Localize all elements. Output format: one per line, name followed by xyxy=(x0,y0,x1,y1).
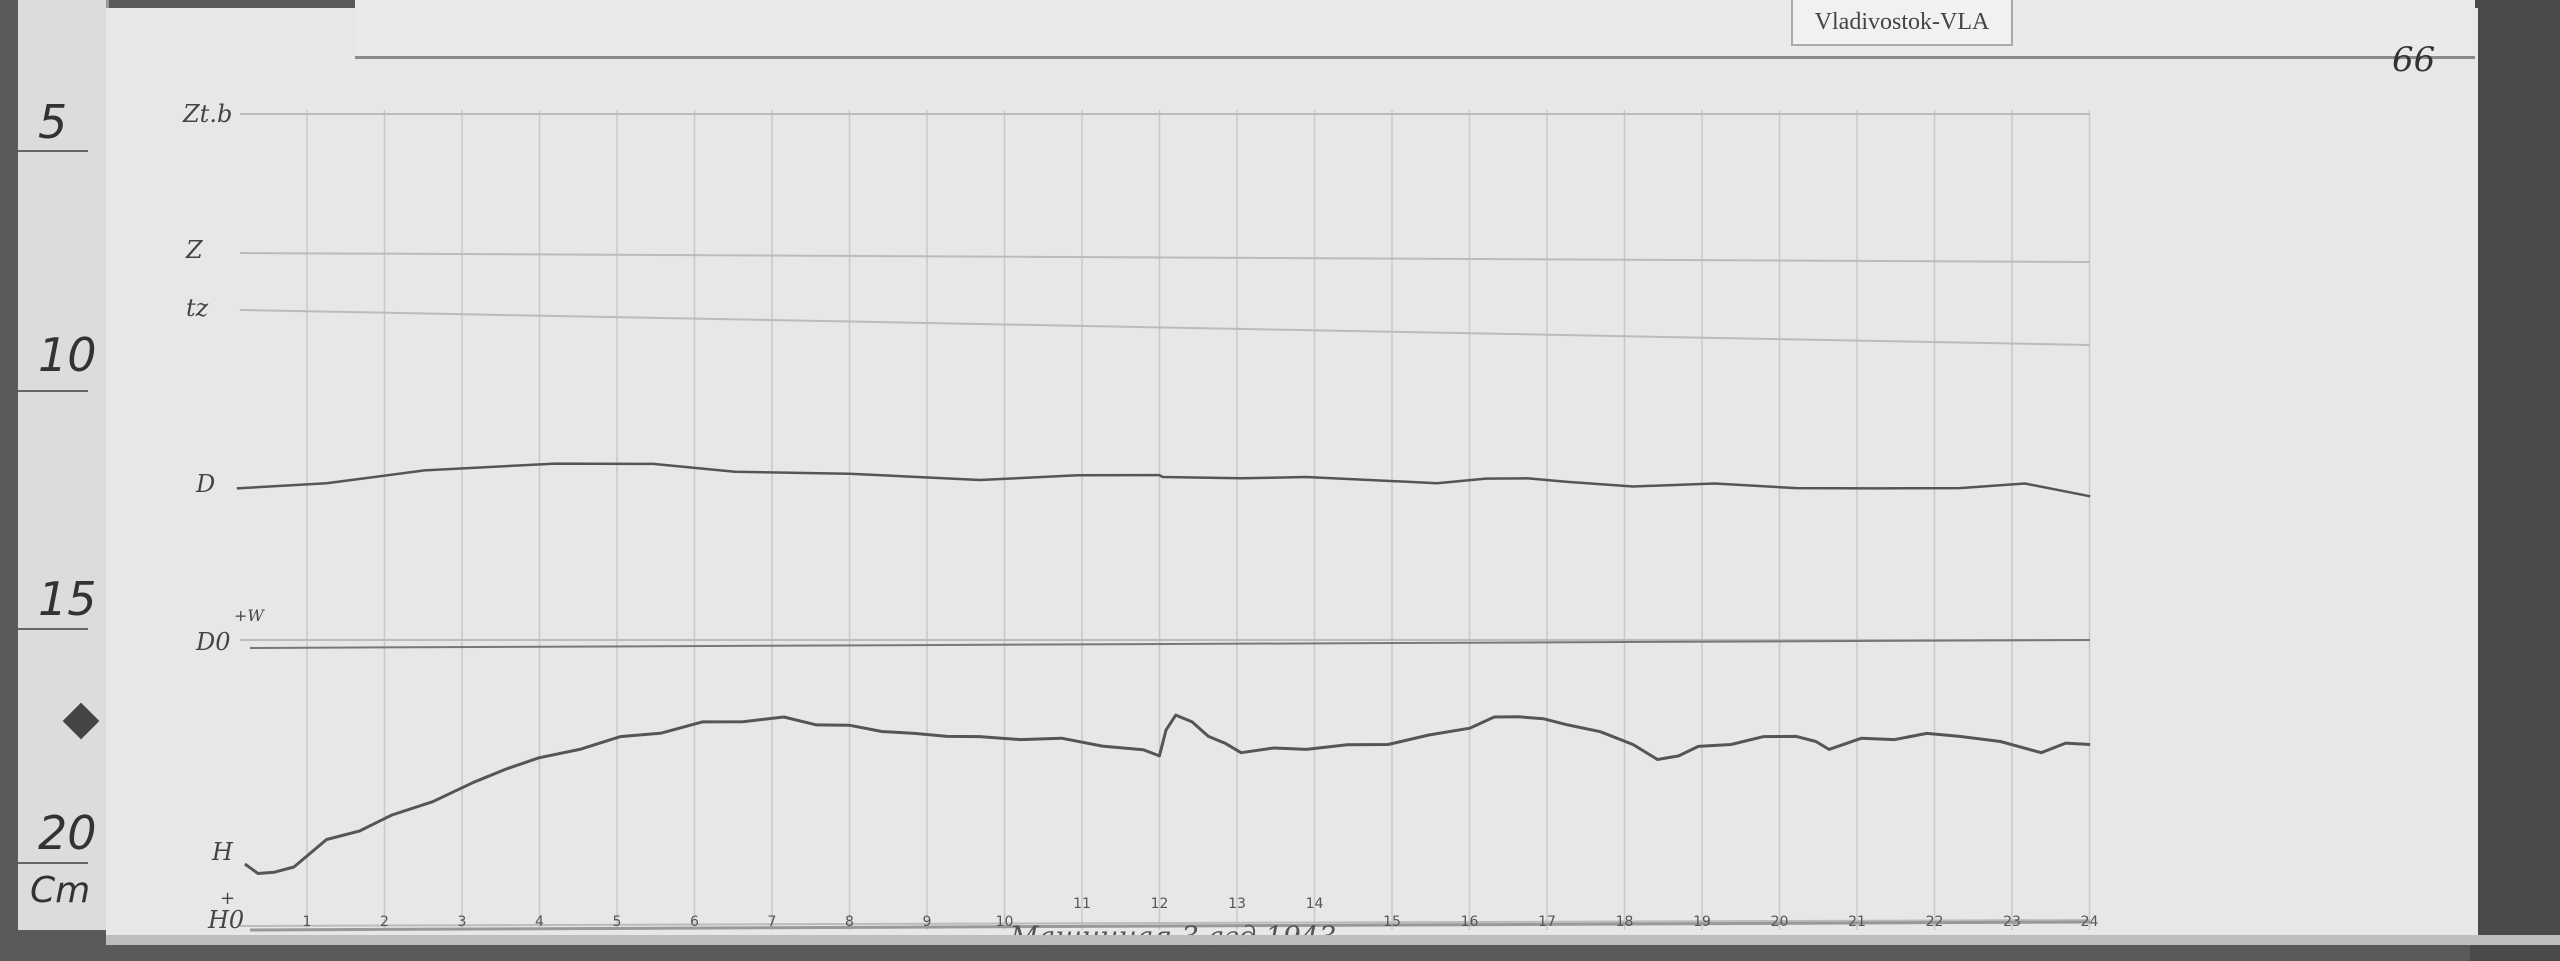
hour-label: 8 xyxy=(845,914,854,930)
ruler-tick xyxy=(18,628,88,630)
hour-label: 19 xyxy=(1693,914,1711,930)
hour-label: 3 xyxy=(457,914,467,930)
hour-label: 12 xyxy=(1150,896,1169,912)
hour-label: 17 xyxy=(1538,914,1556,930)
label-h-baseline: tz xyxy=(186,294,209,322)
hour-label: 15 xyxy=(1383,914,1401,930)
bottom-edge xyxy=(106,935,2560,945)
hour-label: 18 xyxy=(1615,914,1634,930)
hour-label: 9 xyxy=(922,914,932,930)
hour-label: 4 xyxy=(535,914,544,930)
background xyxy=(2470,0,2560,961)
d-trace xyxy=(236,462,2091,498)
label-d: D xyxy=(196,470,216,498)
baseline xyxy=(239,252,2091,263)
label-h0: H0 xyxy=(208,906,245,934)
hour-label: 10 xyxy=(995,914,1014,930)
baseline xyxy=(239,309,2091,346)
h-trace xyxy=(244,713,2091,875)
page-number: 66 xyxy=(2392,40,2436,80)
label-z: Z xyxy=(186,236,203,264)
hour-label: 11 xyxy=(1073,896,1091,912)
hour-label: 1 xyxy=(302,914,312,930)
time-axis xyxy=(249,920,2091,932)
label-d0: D0 xyxy=(196,628,231,656)
ruler-label: 15 xyxy=(38,572,97,626)
hour-label: 21 xyxy=(1848,914,1866,930)
hour-label: 22 xyxy=(1925,914,1944,930)
hour-label: 24 xyxy=(2080,914,2099,930)
ruler-label: 10 xyxy=(38,328,97,382)
ruler-unit: Cm xyxy=(30,870,91,911)
ruler-tick xyxy=(18,862,88,864)
scale-ruler: 5 10 15 20 Cm xyxy=(18,0,109,930)
label-h-trace: H xyxy=(212,838,233,866)
hour-label: 23 xyxy=(2003,914,2021,930)
hour-label: 2 xyxy=(380,914,389,930)
baseline xyxy=(239,919,2091,927)
label-z-top: Zt.b xyxy=(183,100,233,128)
label-h0-note: + xyxy=(220,888,236,909)
label-d0-note: +W xyxy=(234,606,264,625)
top-paper-strip xyxy=(355,0,2475,59)
hour-label: 20 xyxy=(1770,914,1789,930)
station-label: Vladivostok-VLA xyxy=(1791,0,2013,46)
hour-label: 6 xyxy=(690,914,699,930)
magnetogram-sheet xyxy=(106,8,2478,938)
hour-label: 13 xyxy=(1228,896,1246,912)
ruler-tick xyxy=(18,150,88,152)
ruler-label: 20 xyxy=(38,806,97,860)
hour-label: 16 xyxy=(1460,914,1479,930)
ruler-tick xyxy=(18,390,88,392)
baseline-d0 xyxy=(249,639,2091,649)
ruler-label: 5 xyxy=(38,95,68,149)
hour-label: 7 xyxy=(767,914,777,930)
hour-label: 5 xyxy=(612,914,622,930)
hour-label: 14 xyxy=(1305,896,1324,912)
